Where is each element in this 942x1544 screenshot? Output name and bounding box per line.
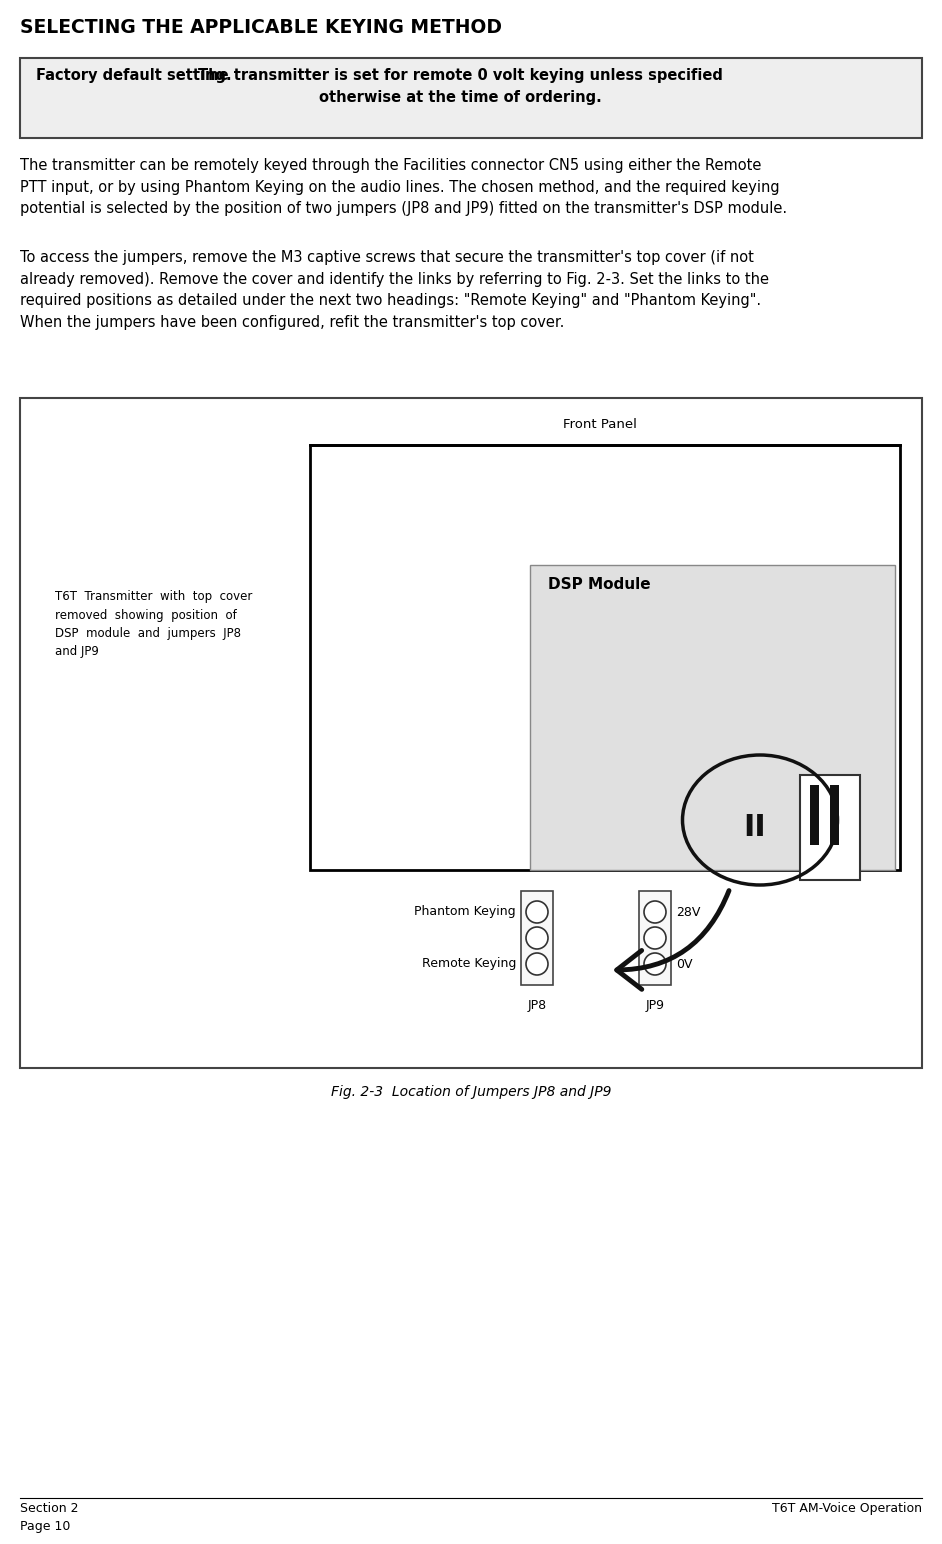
Text: T6T  Transmitter  with  top  cover
removed  showing  position  of
DSP  module  a: T6T Transmitter with top cover removed s… bbox=[55, 590, 252, 658]
Bar bbox=[530, 565, 895, 869]
Text: JP8: JP8 bbox=[528, 999, 546, 1011]
Text: 0V: 0V bbox=[676, 957, 692, 971]
Text: SELECTING THE APPLICABLE KEYING METHOD: SELECTING THE APPLICABLE KEYING METHOD bbox=[20, 19, 502, 37]
Text: The transmitter is set for remote 0 volt keying unless specified
otherwise at th: The transmitter is set for remote 0 volt… bbox=[198, 68, 723, 105]
Text: T6T AM-Voice Operation: T6T AM-Voice Operation bbox=[772, 1502, 922, 1515]
Circle shape bbox=[526, 902, 548, 923]
Bar bbox=[310, 445, 900, 869]
FancyBboxPatch shape bbox=[521, 891, 553, 985]
Bar bbox=[810, 784, 819, 845]
Bar bbox=[20, 398, 922, 1068]
Text: Remote Keying: Remote Keying bbox=[422, 957, 516, 971]
Text: Fig. 2-3  Location of Jumpers JP8 and JP9: Fig. 2-3 Location of Jumpers JP8 and JP9 bbox=[331, 1085, 611, 1099]
Text: II: II bbox=[743, 814, 767, 843]
Text: To access the jumpers, remove the M3 captive screws that secure the transmitter': To access the jumpers, remove the M3 cap… bbox=[20, 250, 769, 330]
Circle shape bbox=[526, 953, 548, 974]
Text: DSP Module: DSP Module bbox=[548, 577, 651, 591]
Text: Phantom Keying: Phantom Keying bbox=[414, 905, 516, 919]
FancyBboxPatch shape bbox=[639, 891, 671, 985]
Text: JP9: JP9 bbox=[645, 999, 664, 1011]
Bar bbox=[830, 784, 839, 845]
Bar bbox=[800, 775, 860, 880]
Text: Section 2
Page 10: Section 2 Page 10 bbox=[20, 1502, 78, 1533]
Circle shape bbox=[526, 926, 548, 950]
Text: Front Panel: Front Panel bbox=[563, 418, 637, 431]
Circle shape bbox=[644, 926, 666, 950]
Text: The transmitter can be remotely keyed through the Facilities connector CN5 using: The transmitter can be remotely keyed th… bbox=[20, 157, 788, 216]
Circle shape bbox=[644, 953, 666, 974]
FancyArrowPatch shape bbox=[617, 891, 729, 990]
Bar bbox=[20, 59, 922, 137]
Text: Factory default setting.: Factory default setting. bbox=[36, 68, 232, 83]
Circle shape bbox=[644, 902, 666, 923]
Text: 28V: 28V bbox=[676, 905, 700, 919]
